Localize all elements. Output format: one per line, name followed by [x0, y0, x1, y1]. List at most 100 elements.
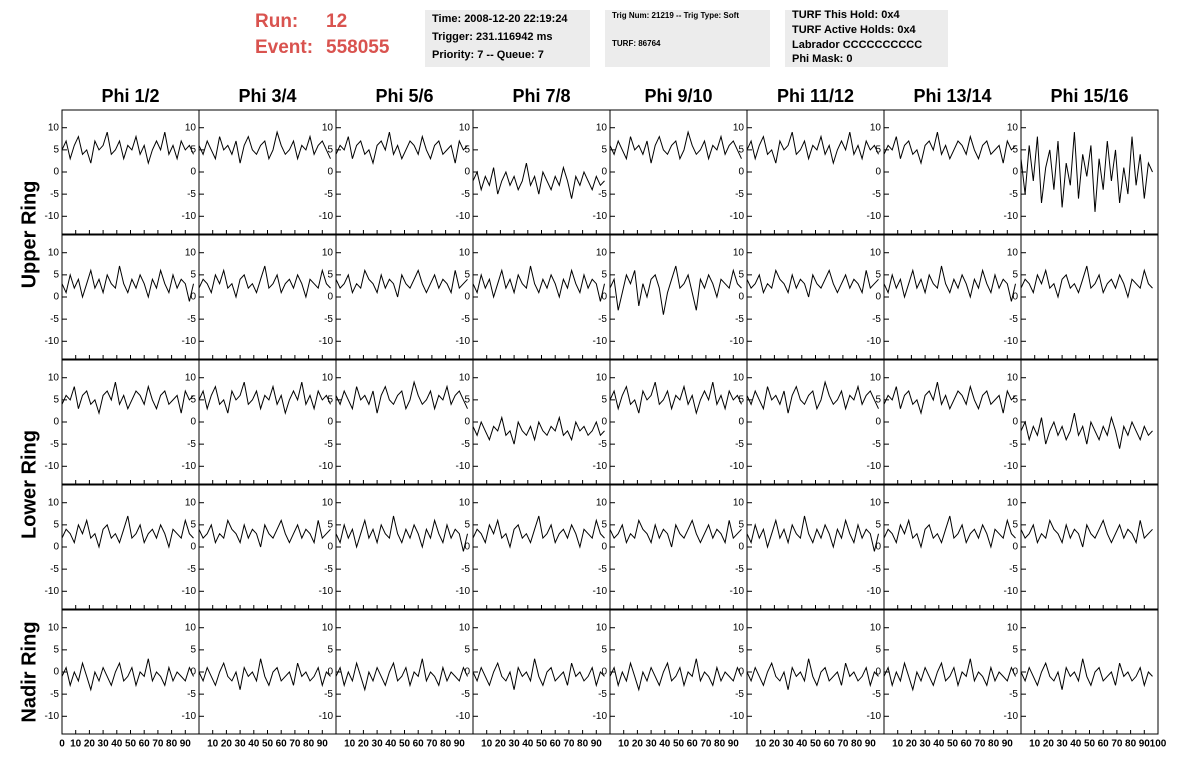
y-tick-label: -5	[461, 564, 470, 575]
y-tick-label: -5	[461, 439, 470, 450]
panel-frame	[1020, 359, 1159, 485]
y-tick-label: 0	[1012, 292, 1018, 303]
x-tick-label: 70	[1111, 739, 1123, 750]
y-tick-label: 5	[327, 144, 333, 155]
y-tick-label: 0	[327, 542, 333, 553]
y-tick-label: 0	[738, 167, 744, 178]
x-tick-label: 30	[1057, 739, 1069, 750]
y-tick-label: -5	[187, 689, 196, 700]
column-title: Phi 5/6	[375, 86, 433, 106]
panel-frame	[883, 359, 1022, 485]
y-tick-label: 5	[53, 394, 59, 405]
y-tick-label: 5	[875, 269, 881, 280]
x-tick-label: 90	[591, 739, 603, 750]
y-tick-label: -5	[598, 314, 607, 325]
x-tick-label: 40	[111, 739, 123, 750]
x-tick-label: 10	[755, 739, 767, 750]
y-tick-label: 0	[738, 542, 744, 553]
y-tick-label: -10	[1004, 711, 1019, 722]
x-tick-label: 60	[1098, 739, 1110, 750]
x-tick-label: 10	[618, 739, 630, 750]
column-title: Phi 11/12	[777, 86, 854, 106]
y-tick-label: 5	[190, 519, 196, 530]
waveform	[472, 515, 605, 549]
waveform	[609, 658, 742, 692]
y-tick-label: 10	[870, 372, 882, 383]
x-tick-label: 90	[865, 739, 877, 750]
run-number: 12	[326, 11, 347, 32]
column-title: Phi 7/8	[512, 86, 570, 106]
waveform	[746, 658, 879, 690]
x-tick-label: 40	[1070, 739, 1082, 750]
x-tick-label: 80	[988, 739, 1000, 750]
y-tick-label: -10	[867, 461, 882, 472]
y-tick-label: -10	[730, 586, 745, 597]
waveform	[61, 265, 194, 302]
x-tick-label: 60	[687, 739, 699, 750]
x-tick-label: 60	[413, 739, 425, 750]
y-tick-label: -10	[182, 461, 197, 472]
y-tick-label: 5	[875, 519, 881, 530]
y-tick-label: -10	[593, 586, 608, 597]
y-tick-label: 10	[733, 372, 745, 383]
x-tick-label: 70	[563, 739, 575, 750]
x-tick-label: 40	[659, 739, 671, 750]
y-tick-label: 10	[1007, 372, 1019, 383]
waveform	[1020, 412, 1153, 449]
y-tick-label: -5	[598, 564, 607, 575]
y-tick-label: 5	[327, 644, 333, 655]
x-tick-label: 20	[358, 739, 370, 750]
y-tick-label: 0	[875, 667, 881, 678]
y-tick-label: 0	[464, 292, 470, 303]
y-tick-label: -5	[187, 439, 196, 450]
y-tick-label: 10	[185, 372, 197, 383]
x-tick-label: 30	[372, 739, 384, 750]
waveform	[1020, 265, 1153, 299]
y-tick-label: 5	[53, 144, 59, 155]
y-tick-label: 0	[601, 292, 607, 303]
y-tick-label: -5	[598, 439, 607, 450]
panel-frame	[609, 359, 748, 485]
y-tick-label: 10	[870, 122, 882, 133]
y-tick-label: 0	[464, 167, 470, 178]
y-tick-label: -5	[1009, 439, 1018, 450]
x-tick-label: 50	[673, 739, 685, 750]
y-tick-label: -10	[182, 211, 197, 222]
waveform	[61, 131, 194, 166]
x-tick-label: 50	[399, 739, 411, 750]
y-tick-label: 5	[1012, 644, 1018, 655]
y-tick-label: 10	[596, 497, 608, 508]
x-tick-label: 20	[1043, 739, 1055, 750]
waveform	[746, 380, 879, 414]
y-tick-label: 10	[596, 622, 608, 633]
x-tick-label: 50	[947, 739, 959, 750]
y-tick-label: -10	[593, 336, 608, 347]
panel-frame	[61, 109, 200, 235]
waveform	[883, 658, 1016, 692]
y-tick-label: 5	[464, 394, 470, 405]
panel-frame	[883, 609, 1022, 735]
panel-frame	[609, 609, 748, 735]
y-tick-label: -10	[319, 211, 334, 222]
waveform	[883, 381, 1016, 416]
y-tick-label: 5	[190, 644, 196, 655]
y-tick-label: 5	[1012, 144, 1018, 155]
info-line: TURF This Hold: 0x4	[792, 9, 900, 21]
waveform	[335, 658, 468, 692]
y-tick-label: -5	[735, 564, 744, 575]
y-tick-label: 10	[322, 622, 334, 633]
waveform	[335, 380, 468, 414]
x-tick-label: 20	[906, 739, 918, 750]
y-tick-label: -10	[45, 211, 60, 222]
y-tick-label: -5	[461, 314, 470, 325]
y-tick-label: 0	[464, 417, 470, 428]
x-tick-label: 80	[303, 739, 315, 750]
waveform	[61, 658, 194, 692]
row-title: Upper Ring	[18, 181, 40, 289]
y-tick-label: 5	[738, 519, 744, 530]
event-number: 558055	[326, 37, 390, 58]
column-title: Phi 15/16	[1050, 86, 1128, 106]
y-tick-label: 10	[1007, 122, 1019, 133]
y-tick-label: 5	[601, 519, 607, 530]
y-tick-label: -10	[45, 336, 60, 347]
